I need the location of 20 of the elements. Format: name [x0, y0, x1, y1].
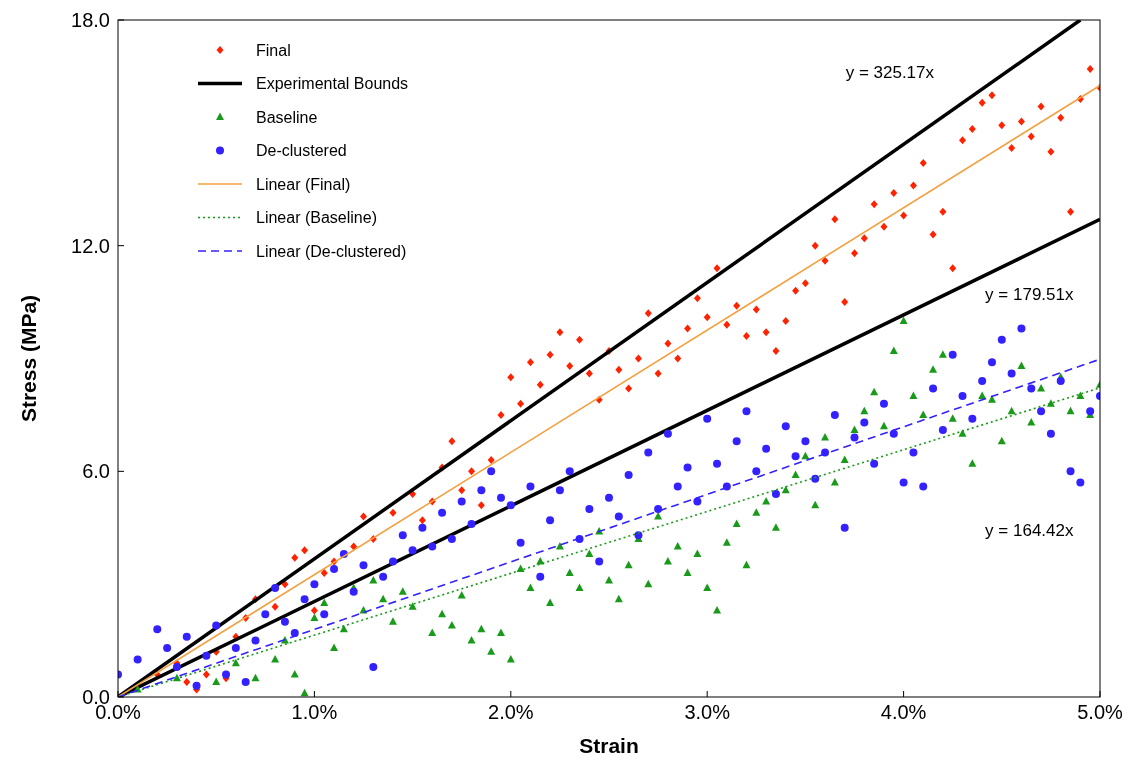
legend-label: Baseline [256, 108, 318, 126]
y-axis-title: Stress (MPa) [17, 294, 40, 423]
annotation: y = 164.42x [985, 521, 1074, 541]
y-tick-label: 6.0 [82, 460, 110, 483]
x-tick-label: 1.0% [291, 701, 338, 723]
y-tick-label: 18.0 [71, 9, 110, 31]
legend-label: Final [256, 41, 291, 59]
annotation: y = 179.51x [985, 285, 1074, 305]
x-tick-label: 4.0% [880, 701, 927, 723]
annotation: y = 325.17x [845, 63, 935, 83]
legend-label: Linear (Baseline) [256, 209, 377, 227]
legend-label: Linear (De-clustered) [256, 242, 407, 260]
x-tick-label: 2.0% [488, 701, 534, 723]
x-axis-title: Strain [579, 734, 639, 757]
x-tick-label: 5.0% [1077, 701, 1124, 723]
legend-label: Linear (Final) [256, 175, 351, 193]
legend-label: Experimental Bounds [256, 75, 409, 93]
legend-label: De-clustered [256, 142, 347, 160]
x-tick-label: 3.0% [684, 701, 731, 723]
y-tick-label: 12.0 [71, 234, 110, 257]
